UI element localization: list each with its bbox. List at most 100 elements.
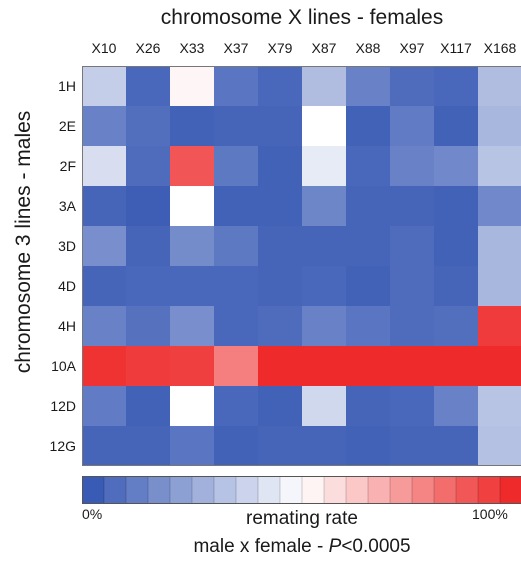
heatmap-cell-1h-x168	[478, 66, 521, 107]
scale-max-label: 100%	[472, 506, 508, 522]
heatmap-cell-3d-x79	[258, 226, 303, 267]
heatmap-cell-12g-x10	[82, 426, 127, 466]
statistics-annotation: male x female - P<0.0005	[82, 536, 521, 558]
heatmap-cell-2e-x168	[478, 106, 521, 147]
heatmap-cell-1h-x33	[170, 66, 215, 107]
heatmap-cell-2f-x88	[346, 146, 391, 187]
heatmap-cell-12d-x88	[346, 386, 391, 427]
scale-swatch-14	[390, 476, 413, 504]
heatmap-cell-4h-x79	[258, 306, 303, 347]
column-label-x87: X87	[311, 40, 337, 56]
scale-swatch-9	[280, 476, 303, 504]
row-label-3d: 3D	[58, 238, 76, 254]
heatmap-cell-3d-x168	[478, 226, 521, 267]
row-label-10a: 10A	[51, 358, 76, 374]
heatmap-cell-3a-x87	[302, 186, 347, 227]
heatmap-cell-3a-x117	[434, 186, 479, 227]
heatmap-cell-10a-x26	[126, 346, 171, 387]
heatmap-cell-1h-x79	[258, 66, 303, 107]
heatmap-cell-1h-x26	[126, 66, 171, 107]
row-labels: 1H 2E 2F 3A 3D 4D 4H 10A 12D 12G	[36, 66, 76, 466]
heatmap-cell-2e-x10	[82, 106, 127, 147]
heatmap-cell-12d-x26	[126, 386, 171, 427]
scale-swatch-2	[126, 476, 149, 504]
heatmap-cell-4d-x117	[434, 266, 479, 307]
row-label-12g: 12G	[49, 438, 76, 454]
y-axis-label: chromosome 3 lines - males	[12, 110, 35, 374]
heatmap-cell-3a-x26	[126, 186, 171, 227]
scale-swatch-10	[302, 476, 325, 504]
heatmap-border	[82, 66, 521, 466]
heatmap-cell-4h-x88	[346, 306, 391, 347]
scale-swatch-5	[192, 476, 215, 504]
heatmap-cell-3a-x10	[82, 186, 127, 227]
heatmap-cell-3d-x33	[170, 226, 215, 267]
row-label-12d: 12D	[50, 398, 76, 414]
heatmap-cell-1h-x87	[302, 66, 347, 107]
heatmap-cell-3d-x87	[302, 226, 347, 267]
heatmap-cell-4h-x37	[214, 306, 259, 347]
column-label-x117: X117	[440, 40, 472, 56]
scale-swatch-18	[478, 476, 501, 504]
heatmap-cell-2f-x79	[258, 146, 303, 187]
heatmap-cell-2e-x79	[258, 106, 303, 147]
heatmap-cell-4d-x88	[346, 266, 391, 307]
heatmap-cell-2f-x33	[170, 146, 215, 187]
scale-swatch-0	[82, 476, 105, 504]
scale-swatch-12	[346, 476, 369, 504]
scale-swatch-16	[434, 476, 457, 504]
row-label-3a: 3A	[58, 198, 76, 214]
heatmap-cell-12g-x37	[214, 426, 259, 466]
heatmap-cell-3d-x88	[346, 226, 391, 267]
column-label-x97: X97	[399, 40, 425, 56]
heatmap-cell-4h-x97	[390, 306, 435, 347]
heatmap-cell-10a-x168	[478, 346, 521, 387]
heatmap-cell-2e-x26	[126, 106, 171, 147]
heatmap-cell-3a-x168	[478, 186, 521, 227]
heatmap-cell-2f-x37	[214, 146, 259, 187]
color-scale-bar	[82, 476, 521, 504]
heatmap-cell-3d-x37	[214, 226, 259, 267]
column-labels: X10 X26 X33 X37 X79 X87 X88 X97 X117 X168	[82, 40, 521, 62]
heatmap-cell-10a-x117	[434, 346, 479, 387]
heatmap-cell-1h-x97	[390, 66, 435, 107]
heatmap-cell-2f-x10	[82, 146, 127, 187]
row-label-4h: 4H	[58, 318, 76, 334]
scale-swatch-15	[412, 476, 435, 504]
heatmap-cell-10a-x10	[82, 346, 127, 387]
heatmap-cell-12d-x33	[170, 386, 215, 427]
heatmap-cell-4d-x37	[214, 266, 259, 307]
heatmap-cell-2f-x26	[126, 146, 171, 187]
row-label-1h: 1H	[58, 78, 76, 94]
heatmap-cell-12d-x87	[302, 386, 347, 427]
color-scale-title: remating rate	[246, 508, 358, 529]
column-label-x10: X10	[91, 40, 117, 56]
heatmap-cell-4d-x10	[82, 266, 127, 307]
heatmap-cell-10a-x37	[214, 346, 259, 387]
scale-swatch-7	[236, 476, 259, 504]
heatmap-cell-3a-x97	[390, 186, 435, 227]
heatmap-cell-12d-x168	[478, 386, 521, 427]
row-label-4d: 4D	[58, 278, 76, 294]
heatmap-cell-3a-x33	[170, 186, 215, 227]
scale-swatch-17	[456, 476, 479, 504]
heatmap-cell-12g-x168	[478, 426, 521, 466]
heatmap-cell-4d-x26	[126, 266, 171, 307]
heatmap-cell-12d-x10	[82, 386, 127, 427]
heatmap-cell-10a-x97	[390, 346, 435, 387]
heatmap-cell-2e-x97	[390, 106, 435, 147]
heatmap-cell-10a-x87	[302, 346, 347, 387]
scale-swatch-8	[258, 476, 281, 504]
scale-swatch-3	[148, 476, 171, 504]
heatmap-cell-4h-x10	[82, 306, 127, 347]
scale-min-label: 0%	[82, 506, 103, 522]
heatmap-cell-2e-x37	[214, 106, 259, 147]
heatmap-cell-3d-x117	[434, 226, 479, 267]
heatmap-cell-3d-x26	[126, 226, 171, 267]
column-label-x33: X33	[179, 40, 205, 56]
column-label-x37: X37	[223, 40, 249, 56]
scale-border	[82, 476, 521, 504]
heatmap-cell-1h-x117	[434, 66, 479, 107]
column-label-x79: X79	[267, 40, 293, 56]
heatmap-cell-2f-x117	[434, 146, 479, 187]
